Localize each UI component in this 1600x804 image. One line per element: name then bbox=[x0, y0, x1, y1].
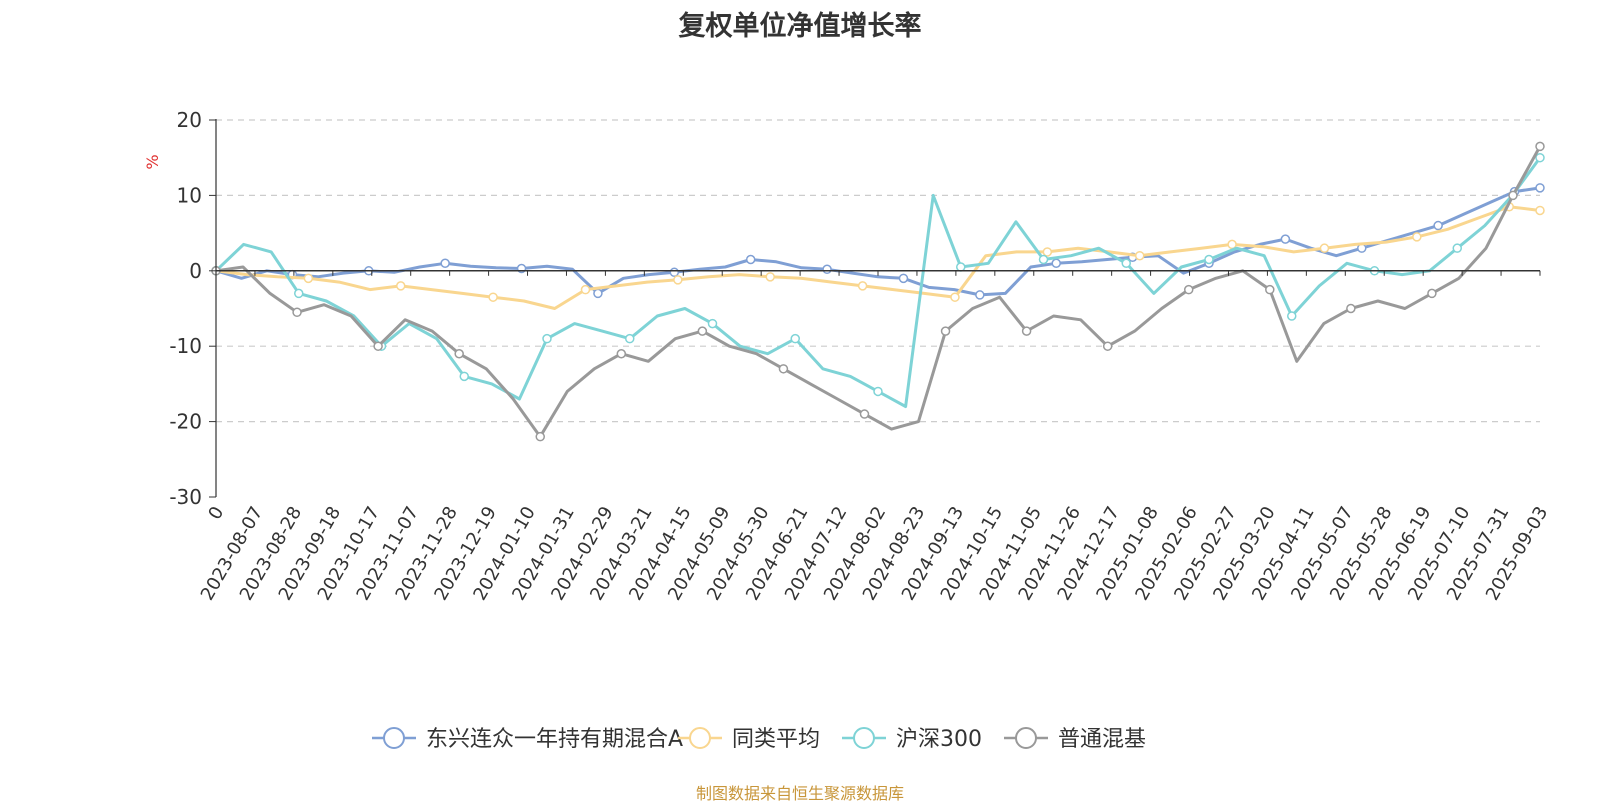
data-point bbox=[956, 262, 966, 272]
y-tick-label: -20 bbox=[169, 410, 202, 434]
data-point bbox=[707, 318, 718, 329]
y-tick-label: 10 bbox=[177, 183, 202, 207]
data-point bbox=[778, 364, 789, 374]
data-point bbox=[1535, 205, 1545, 216]
data-point bbox=[1227, 239, 1237, 250]
data-point bbox=[873, 386, 883, 397]
data-point bbox=[975, 290, 985, 300]
data-point bbox=[454, 348, 464, 359]
x-tick-label: 0 bbox=[204, 503, 228, 523]
data-point bbox=[1204, 254, 1214, 265]
data-point bbox=[697, 326, 708, 336]
series-line-0 bbox=[215, 186, 1541, 297]
data-point bbox=[1319, 243, 1330, 253]
data-point bbox=[1452, 243, 1462, 253]
data-point bbox=[1134, 250, 1145, 261]
y-tick-label: 20 bbox=[177, 108, 202, 132]
data-point bbox=[593, 288, 603, 299]
legend-item-1[interactable]: 同类平均 bbox=[678, 727, 820, 752]
y-tick-label: -30 bbox=[169, 485, 202, 509]
legend-marker-icon bbox=[1015, 727, 1037, 749]
legend-label: 普通混基 bbox=[1058, 727, 1146, 752]
data-point bbox=[790, 333, 800, 344]
data-point bbox=[673, 275, 683, 285]
data-point bbox=[940, 326, 951, 336]
data-point bbox=[1535, 152, 1545, 163]
data-point bbox=[859, 409, 870, 419]
data-point bbox=[292, 307, 302, 318]
data-point bbox=[294, 288, 304, 299]
data-point bbox=[745, 254, 756, 265]
legend-label: 东兴连众一年持有期混合A bbox=[426, 727, 683, 752]
data-point bbox=[373, 341, 383, 351]
series-line-1 bbox=[215, 205, 1541, 310]
series-line-3 bbox=[215, 145, 1542, 439]
data-point bbox=[1346, 303, 1356, 314]
x-axis: 02023-08-072023-08-282023-09-182023-10-1… bbox=[197, 270, 1552, 604]
data-point bbox=[625, 333, 635, 344]
data-point bbox=[1042, 247, 1053, 257]
y-tick-label: 0 bbox=[189, 259, 202, 283]
y-tick-label: -10 bbox=[169, 334, 202, 358]
data-point bbox=[898, 273, 909, 284]
data-point bbox=[542, 333, 552, 344]
data-point bbox=[488, 292, 498, 302]
legend-marker-icon bbox=[383, 727, 405, 749]
chart-title: 复权单位净值增长率 bbox=[678, 11, 922, 42]
legend-marker-icon bbox=[689, 727, 711, 749]
data-point bbox=[303, 273, 314, 284]
data-point bbox=[1280, 234, 1291, 244]
data-source-note: 制图数据来自恒生聚源数据库 bbox=[695, 784, 904, 803]
data-point bbox=[822, 264, 832, 275]
legend-item-2[interactable]: 沪深300 bbox=[842, 727, 982, 752]
data-point bbox=[1051, 258, 1061, 269]
data-point bbox=[1412, 232, 1422, 242]
data-point bbox=[616, 348, 627, 359]
data-point bbox=[580, 284, 591, 295]
data-point bbox=[1265, 284, 1275, 295]
data-point bbox=[950, 292, 960, 302]
data-point bbox=[1535, 183, 1545, 193]
data-point bbox=[1508, 190, 1518, 201]
data-point bbox=[440, 258, 450, 269]
data-point bbox=[1102, 341, 1113, 351]
data-point bbox=[535, 431, 545, 442]
y-axis-unit: % bbox=[143, 154, 162, 169]
legend[interactable]: 东兴连众一年持有期混合A 同类平均 沪深300 普通混基 bbox=[372, 727, 1146, 752]
data-point bbox=[459, 371, 469, 382]
legend-marker-icon bbox=[853, 727, 875, 749]
legend-item-3[interactable]: 普通混基 bbox=[1004, 727, 1146, 752]
legend-label: 沪深300 bbox=[896, 727, 982, 752]
data-point bbox=[1038, 254, 1049, 265]
data-point bbox=[1427, 288, 1437, 299]
series-group bbox=[211, 141, 1545, 442]
data-point bbox=[1287, 311, 1297, 321]
data-point bbox=[669, 267, 680, 278]
data-point bbox=[765, 272, 775, 282]
data-point bbox=[395, 281, 406, 291]
data-point bbox=[857, 281, 868, 291]
data-point bbox=[1433, 220, 1443, 231]
legend-item-0[interactable]: 东兴连众一年持有期混合A bbox=[372, 727, 683, 752]
data-point bbox=[1183, 284, 1194, 295]
y-axis: 20 10 0 -10 -20 -30 bbox=[169, 108, 217, 509]
legend-label: 同类平均 bbox=[732, 727, 820, 752]
data-point bbox=[1535, 141, 1545, 152]
data-point bbox=[1121, 258, 1131, 269]
data-point bbox=[1021, 326, 1032, 336]
